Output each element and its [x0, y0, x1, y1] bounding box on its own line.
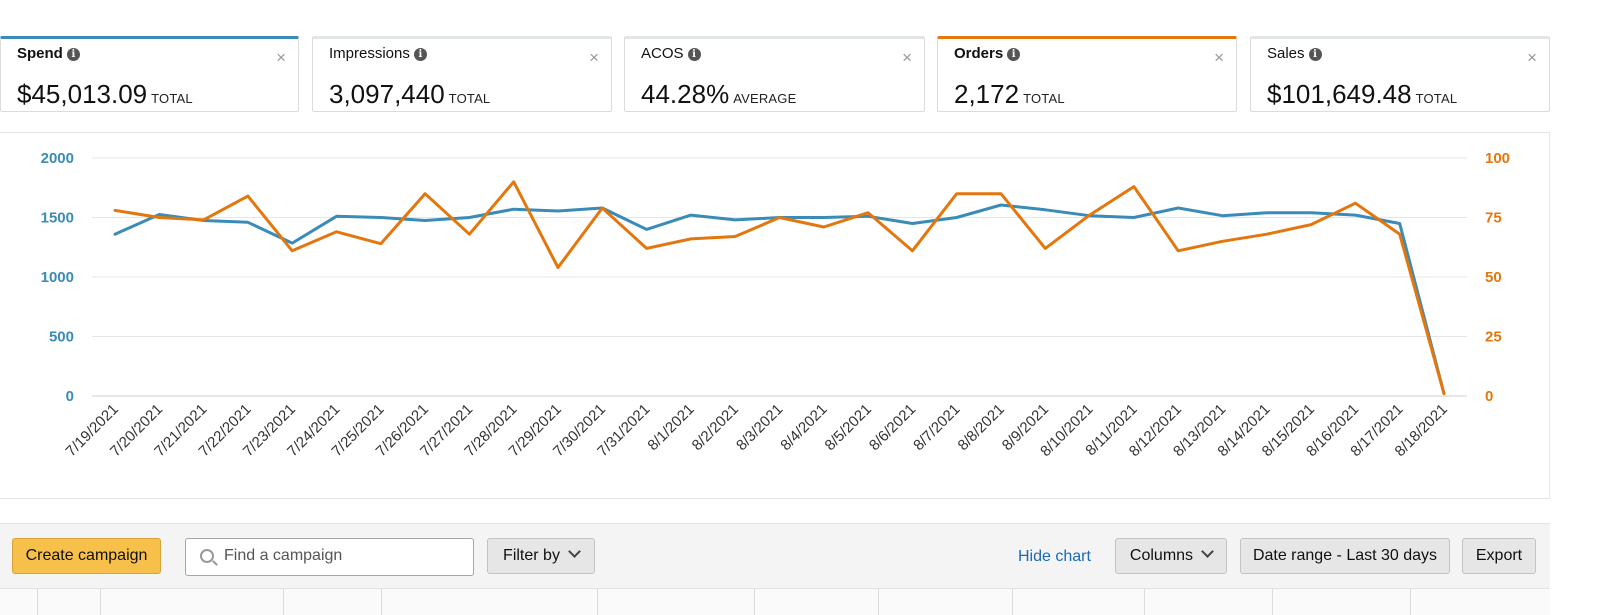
search-field[interactable] — [185, 538, 474, 576]
y-left-tick-label: 500 — [49, 329, 74, 346]
metric-value: 2,172 TOTAL — [954, 79, 1065, 109]
column-divider[interactable] — [381, 589, 382, 615]
metric-card-acos[interactable]: ACOS i × 44.28% AVERAGE — [624, 36, 925, 112]
column-divider[interactable] — [1272, 589, 1273, 615]
y-left-tick-label: 1500 — [41, 210, 74, 227]
close-icon[interactable]: × — [902, 48, 912, 67]
info-icon[interactable]: i — [1308, 48, 1322, 61]
column-divider[interactable] — [37, 589, 38, 615]
column-divider[interactable] — [100, 589, 101, 615]
y-right-tick-label: 100 — [1485, 150, 1510, 167]
series-line-orders — [113, 180, 1446, 396]
line-chart: 050010001500200002550751007/19/20217/20/… — [41, 150, 1510, 460]
filter-by-dropdown[interactable]: Filter by — [487, 538, 595, 574]
column-divider[interactable] — [1012, 589, 1013, 615]
metric-value: 44.28% AVERAGE — [641, 79, 797, 109]
metric-card-impressions[interactable]: Impressions i × 3,097,440 TOTAL — [312, 36, 612, 112]
close-icon[interactable]: × — [1214, 48, 1224, 67]
x-tick-label: 8/7/2021 — [910, 401, 963, 454]
performance-chart: 0 500 1000 1500 2000 0 25 50 75 100 7/19/2021 7/20/… — [0, 132, 1550, 499]
y-right-tick-label: 75 — [1485, 210, 1502, 227]
close-icon[interactable]: × — [1527, 48, 1537, 67]
metric-suffix: TOTAL — [1415, 91, 1458, 106]
y-right-tick-label: 0 — [1485, 388, 1493, 405]
table-header — [0, 588, 1550, 615]
column-divider[interactable] — [597, 589, 598, 615]
x-tick-label: 8/1/2021 — [644, 401, 697, 454]
filter-by-label: Filter by — [503, 547, 560, 564]
columns-label: Columns — [1129, 547, 1194, 564]
column-divider[interactable] — [754, 589, 755, 615]
metric-suffix: AVERAGE — [733, 91, 797, 106]
metric-suffix: TOTAL — [151, 91, 193, 106]
date-range-button[interactable]: Date range - Last 30 days — [1240, 538, 1450, 574]
chevron-down-icon — [568, 545, 581, 558]
y-left-tick-label: 1000 — [41, 269, 74, 286]
column-divider[interactable] — [878, 589, 879, 615]
x-tick-label: 8/6/2021 — [866, 401, 919, 454]
x-tick-label: 8/3/2021 — [733, 401, 786, 454]
info-icon[interactable]: i — [1007, 48, 1021, 61]
metric-label: Sales i — [1267, 45, 1322, 62]
info-icon[interactable]: i — [413, 48, 427, 61]
x-tick-label: 8/4/2021 — [777, 401, 830, 454]
metric-card-spend[interactable]: Spend i × $45,013.09 TOTAL — [0, 36, 299, 112]
metric-suffix: TOTAL — [1023, 91, 1065, 106]
info-icon[interactable]: i — [66, 48, 80, 61]
column-divider[interactable] — [1144, 589, 1145, 615]
metric-label: Orders i — [954, 45, 1021, 62]
metric-value: $101,649.48 TOTAL — [1267, 79, 1458, 109]
create-campaign-button[interactable]: Create campaign — [12, 538, 161, 574]
metric-label: Spend i — [17, 45, 80, 62]
columns-dropdown[interactable]: Columns — [1115, 538, 1227, 574]
metric-value: $45,013.09 TOTAL — [17, 79, 193, 109]
close-icon[interactable]: × — [276, 48, 286, 67]
search-icon — [200, 549, 214, 563]
y-left-tick-label: 0 — [66, 388, 74, 405]
x-tick-label: 8/8/2021 — [955, 401, 1008, 454]
chevron-down-icon — [1201, 545, 1214, 558]
export-button[interactable]: Export — [1462, 538, 1536, 574]
x-tick-label: 8/2/2021 — [689, 401, 742, 454]
metric-card-sales[interactable]: Sales i × $101,649.48 TOTAL — [1250, 36, 1550, 112]
y-left-tick-label: 2000 — [41, 150, 74, 167]
hide-chart-link[interactable]: Hide chart — [1018, 548, 1091, 565]
metric-label: ACOS i — [641, 45, 701, 62]
column-divider[interactable] — [283, 589, 284, 615]
column-divider[interactable] — [1410, 589, 1411, 615]
series-line-spend — [113, 203, 1446, 396]
metric-suffix: TOTAL — [448, 91, 491, 106]
y-right-tick-label: 25 — [1485, 329, 1502, 346]
metric-card-orders[interactable]: Orders i × 2,172 TOTAL — [937, 36, 1237, 112]
x-tick-label: 8/5/2021 — [822, 401, 875, 454]
metric-label: Impressions i — [329, 45, 427, 62]
close-icon[interactable]: × — [589, 48, 599, 67]
search-input[interactable] — [224, 547, 464, 565]
metric-value: 3,097,440 TOTAL — [329, 79, 491, 109]
y-right-tick-label: 50 — [1485, 269, 1502, 286]
info-icon[interactable]: i — [687, 48, 701, 61]
